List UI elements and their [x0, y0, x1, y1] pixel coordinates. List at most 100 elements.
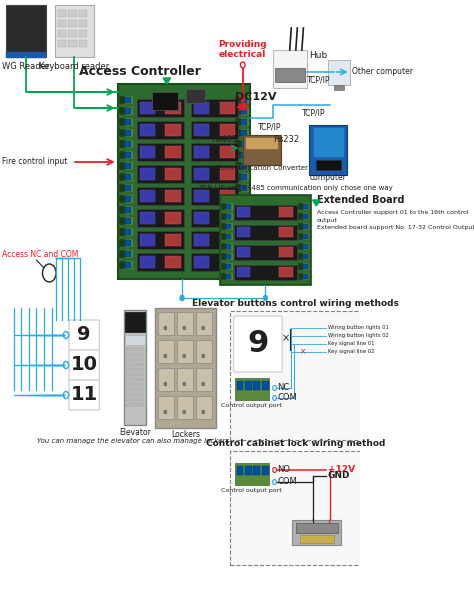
Bar — [241, 119, 247, 125]
Bar — [235, 228, 249, 236]
Bar — [334, 85, 344, 90]
Text: Rs232: Rs232 — [273, 136, 299, 145]
Text: 11: 11 — [71, 385, 98, 404]
Bar — [79, 40, 87, 47]
Text: Lockers: Lockers — [171, 430, 201, 439]
Bar — [165, 168, 181, 180]
Bar — [125, 185, 131, 191]
Bar — [6, 52, 46, 58]
Text: COM: COM — [278, 393, 297, 402]
FancyBboxPatch shape — [69, 320, 100, 350]
Bar — [220, 234, 235, 246]
Bar — [191, 253, 238, 271]
Bar — [316, 160, 341, 170]
Bar — [119, 129, 133, 137]
Bar — [119, 151, 125, 159]
Text: Access NC and COM: Access NC and COM — [1, 250, 78, 259]
FancyBboxPatch shape — [69, 380, 100, 410]
Bar — [221, 253, 226, 260]
Circle shape — [183, 382, 186, 386]
Bar — [126, 368, 144, 371]
Bar — [165, 256, 181, 268]
Bar — [226, 224, 231, 229]
Bar — [298, 213, 310, 220]
Bar — [119, 118, 133, 126]
Bar — [139, 124, 155, 136]
Bar — [298, 253, 302, 260]
Bar — [126, 383, 144, 386]
Bar — [125, 119, 131, 125]
Bar — [226, 214, 231, 219]
Bar — [237, 267, 250, 277]
Bar — [68, 20, 77, 27]
Text: Keyboard reader: Keyboard reader — [39, 62, 109, 71]
Bar — [235, 107, 249, 115]
Bar — [235, 184, 241, 192]
Bar — [177, 340, 192, 363]
Bar — [125, 262, 131, 268]
Bar — [125, 207, 131, 213]
Text: GND: GND — [328, 471, 350, 480]
Bar — [221, 273, 233, 280]
Text: Control output port: Control output port — [221, 488, 282, 493]
Bar — [125, 174, 131, 180]
Bar — [55, 5, 94, 57]
Bar — [119, 162, 125, 170]
Bar — [125, 218, 131, 224]
Text: COM: COM — [278, 477, 297, 486]
Circle shape — [164, 382, 167, 386]
Text: Hub: Hub — [309, 50, 327, 60]
Bar — [220, 146, 235, 158]
Bar — [226, 264, 231, 269]
Bar — [221, 213, 226, 220]
Bar — [235, 129, 249, 137]
Bar — [196, 396, 211, 419]
Bar — [221, 203, 226, 210]
Bar — [220, 212, 235, 224]
Bar — [235, 96, 249, 104]
Bar — [298, 243, 302, 250]
Text: Other computer: Other computer — [352, 67, 413, 77]
Bar — [196, 312, 211, 335]
Bar — [226, 234, 231, 239]
Circle shape — [183, 354, 186, 358]
Bar — [194, 146, 210, 158]
Bar — [124, 310, 146, 425]
Text: 9: 9 — [247, 330, 269, 359]
Text: NO: NO — [278, 466, 291, 474]
Circle shape — [202, 326, 205, 330]
Text: WG Reader: WG Reader — [2, 62, 49, 71]
Bar — [298, 213, 302, 220]
Text: Rs485: Rs485 — [210, 136, 237, 145]
Bar — [191, 187, 238, 205]
Bar — [235, 118, 249, 126]
Bar — [125, 196, 131, 202]
Bar — [235, 195, 241, 203]
Bar — [235, 206, 249, 214]
Bar — [125, 163, 131, 169]
Bar — [158, 312, 173, 335]
Bar — [68, 30, 77, 37]
Bar — [158, 396, 173, 419]
Bar — [125, 240, 131, 246]
Bar — [194, 124, 210, 136]
Bar — [126, 393, 144, 396]
Bar — [126, 358, 144, 361]
Circle shape — [202, 410, 205, 414]
Bar — [137, 253, 183, 271]
Bar — [158, 368, 173, 391]
Text: NC: NC — [278, 384, 290, 393]
Bar — [58, 10, 66, 17]
Text: Elevator buttons control wiring methods: Elevator buttons control wiring methods — [192, 299, 399, 308]
Bar — [226, 254, 231, 259]
Bar — [177, 312, 192, 335]
Circle shape — [164, 326, 167, 330]
Text: DC12V: DC12V — [235, 92, 277, 102]
Bar — [137, 143, 183, 161]
Bar — [245, 381, 252, 390]
Bar — [234, 225, 297, 240]
Bar — [235, 107, 241, 115]
Bar — [221, 263, 233, 270]
Bar — [298, 273, 302, 280]
Text: Elevator: Elevator — [119, 428, 151, 437]
